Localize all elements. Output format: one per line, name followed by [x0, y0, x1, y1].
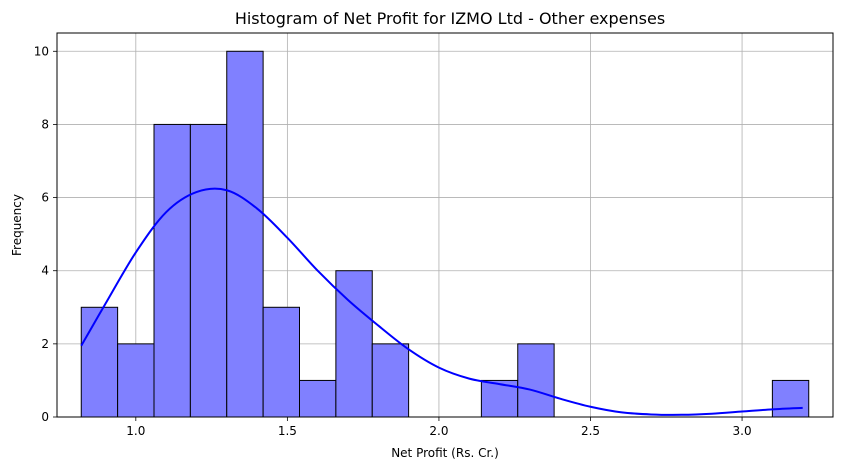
y-tick-label: 6: [41, 191, 49, 205]
x-tick-label: 3.0: [733, 424, 752, 438]
y-tick-label: 2: [41, 337, 49, 351]
histogram-bars: [80, 50, 810, 418]
histogram-bar: [771, 379, 810, 418]
y-tick-label: 0: [41, 410, 49, 424]
y-axis-label: Frequency: [10, 194, 24, 256]
x-axis-ticks: 1.0 1.5 2.0 2.5 3.0: [126, 417, 752, 438]
histogram-bar: [153, 123, 191, 418]
x-axis-label: Net Profit (Rs. Cr.): [391, 446, 499, 460]
x-tick-label: 2.5: [581, 424, 600, 438]
x-tick-label: 2.0: [429, 424, 448, 438]
y-axis-ticks: 0 2 4 6 8 10: [34, 44, 57, 424]
x-tick-label: 1.0: [126, 424, 145, 438]
plot-frame: [56, 32, 834, 418]
y-tick-label: 10: [34, 44, 49, 58]
histogram-bar: [299, 379, 337, 418]
x-tick-label: 1.5: [278, 424, 297, 438]
histogram-bar: [262, 306, 300, 418]
histogram-bar: [80, 306, 119, 418]
histogram-bar: [117, 343, 155, 418]
histogram-bar: [226, 50, 264, 418]
histogram-bar: [517, 343, 555, 418]
kde-curve: [80, 187, 803, 416]
chart-title: Histogram of Net Profit for IZMO Ltd - O…: [235, 9, 665, 28]
y-tick-label: 4: [41, 264, 49, 278]
histogram-bar: [189, 123, 228, 418]
histogram-bar: [371, 343, 410, 418]
y-tick-label: 8: [41, 117, 49, 131]
